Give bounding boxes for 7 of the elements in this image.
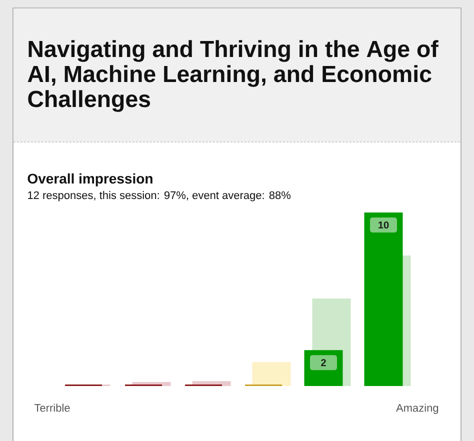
data-label: 2 <box>321 359 326 366</box>
x-tick-label: Amazing <box>396 404 438 414</box>
data-label: 10 <box>378 221 389 229</box>
chart-title: Navigating and Thriving in the Age of AI, Machine Learning, and Economic Challenges <box>28 40 438 112</box>
text: 12 responses, this session: 97%, event average: 88% <box>28 191 291 202</box>
x-tick-label: Terrible <box>34 404 70 412</box>
chart-subtitle: Overall impression <box>28 173 152 186</box>
